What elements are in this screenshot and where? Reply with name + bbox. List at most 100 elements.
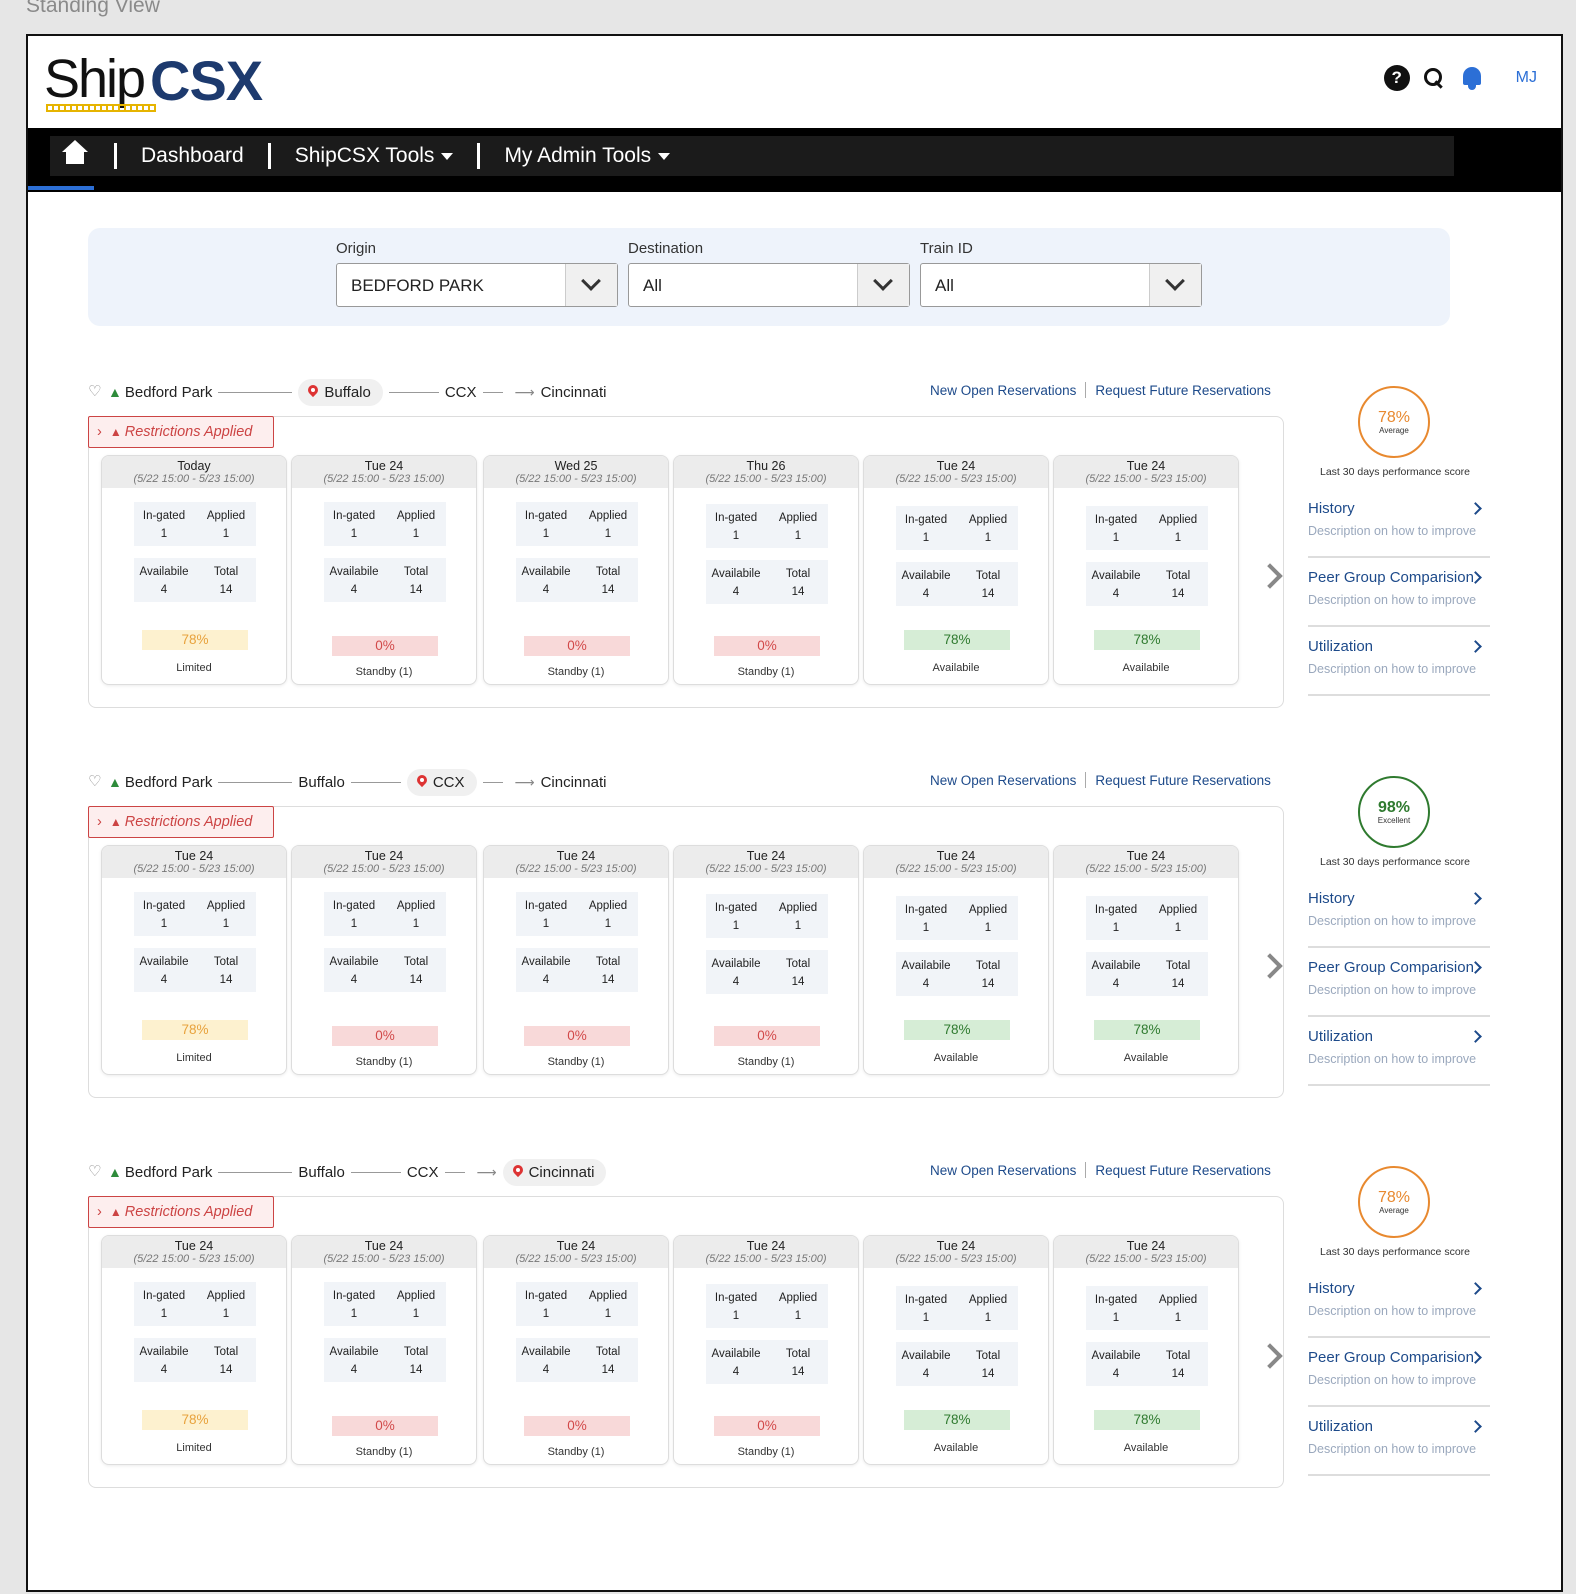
- chevron-right-icon[interactable]: [1257, 953, 1283, 979]
- route-stop[interactable]: Cincinnati: [540, 773, 607, 791]
- restrictions-applied-toggle[interactable]: › ▲ Restrictions Applied: [88, 806, 274, 838]
- performance-score-value: 78%: [1377, 408, 1411, 426]
- in-gated-value: 1: [350, 1308, 358, 1320]
- capacity-day-card[interactable]: Tue 24 (5/22 15:00 - 5/23 15:00) In-gated A…: [673, 1235, 859, 1465]
- new-open-reservations-link[interactable]: New Open Reservations: [930, 1163, 1076, 1178]
- destination-select[interactable]: All: [628, 263, 910, 307]
- history-link[interactable]: History Description on how to improve: [1308, 1280, 1490, 1338]
- available-label: Availabile: [521, 956, 571, 968]
- in-gated-value: 1: [160, 918, 168, 930]
- nav-dashboard[interactable]: Dashboard: [141, 144, 244, 168]
- route-stop[interactable]: Buffalo: [298, 1163, 345, 1181]
- peer-group-link[interactable]: Peer Group Comparision Description on how…: [1308, 569, 1490, 627]
- request-future-reservations-link[interactable]: Request Future Reservations: [1095, 772, 1271, 788]
- nav-my-admin-tools[interactable]: My Admin Tools: [504, 144, 671, 168]
- total-label: Total: [975, 960, 1001, 972]
- restrictions-applied-toggle[interactable]: › ▲ Restrictions Applied: [88, 1196, 274, 1228]
- capacity-day-card[interactable]: Today (5/22 15:00 - 5/23 15:00) In-gated Ap…: [101, 455, 287, 685]
- origin-dropdown-button[interactable]: [565, 264, 617, 306]
- train-id-select[interactable]: All: [920, 263, 1202, 307]
- capacity-day-card[interactable]: Tue 24 (5/22 15:00 - 5/23 15:00) In-gated A…: [101, 845, 287, 1075]
- route-stop[interactable]: Bedford Park: [124, 773, 213, 791]
- route-stop-active[interactable]: Buffalo: [298, 378, 383, 406]
- route-stop-active[interactable]: Cincinnati: [502, 1158, 607, 1186]
- route-stop[interactable]: CCX: [444, 383, 477, 401]
- history-link[interactable]: History Description on how to improve: [1308, 500, 1490, 558]
- route-stop[interactable]: CCX: [406, 1163, 439, 1181]
- peer-group-title: Peer Group Comparision: [1308, 959, 1474, 976]
- restrictions-applied-toggle[interactable]: › ▲ Restrictions Applied: [88, 416, 274, 448]
- route-stop[interactable]: Bedford Park: [124, 1163, 213, 1181]
- home-icon[interactable]: [54, 136, 94, 176]
- new-open-reservations-link[interactable]: New Open Reservations: [930, 773, 1076, 788]
- utilization-link[interactable]: Utilization Description on how to improve: [1308, 1028, 1490, 1086]
- capacity-day-card[interactable]: Tue 24 (5/22 15:00 - 5/23 15:00) In-gated A…: [863, 1235, 1049, 1465]
- capacity-day-card[interactable]: Tue 24 (5/22 15:00 - 5/23 15:00) In-gated A…: [291, 1235, 477, 1465]
- new-open-reservations-link[interactable]: New Open Reservations: [930, 383, 1076, 398]
- capacity-day-card[interactable]: Tue 24 (5/22 15:00 - 5/23 15:00) In-gated A…: [101, 1235, 287, 1465]
- chevron-right-icon: [1469, 1282, 1482, 1295]
- nav-shipcsx-tools[interactable]: ShipCSX Tools: [295, 144, 454, 168]
- help-icon[interactable]: ?: [1383, 65, 1410, 91]
- capacity-day-card[interactable]: Wed 25 (5/22 15:00 - 5/23 15:00) In-gated A…: [483, 455, 669, 685]
- train-id-dropdown-button[interactable]: [1149, 264, 1201, 306]
- available-total-stats: Availabile Total 4 14: [516, 1338, 638, 1382]
- card-header: Tue 24 (5/22 15:00 - 5/23 15:00): [484, 846, 668, 878]
- favorite-heart-icon[interactable]: ♡: [88, 383, 102, 400]
- capacity-day-card[interactable]: Tue 24 (5/22 15:00 - 5/23 15:00) In-gated A…: [1053, 1235, 1239, 1465]
- peer-group-link[interactable]: Peer Group Comparision Description on how…: [1308, 959, 1490, 1017]
- applied-label: Applied: [968, 904, 1008, 916]
- available-label: Availabile: [329, 1346, 379, 1358]
- route-stop[interactable]: Buffalo: [298, 773, 345, 791]
- user-avatar[interactable]: MJ: [1515, 69, 1537, 86]
- available-value: 4: [542, 974, 550, 986]
- destination-dropdown-button[interactable]: [857, 264, 909, 306]
- route-stop-active[interactable]: CCX: [406, 768, 477, 796]
- favorite-heart-icon[interactable]: ♡: [88, 1163, 102, 1180]
- notification-bell-icon[interactable]: [1458, 64, 1486, 92]
- card-header: Tue 24 (5/22 15:00 - 5/23 15:00): [292, 456, 476, 488]
- route-stop[interactable]: Bedford Park: [124, 383, 213, 401]
- capacity-day-card[interactable]: Tue 24 (5/22 15:00 - 5/23 15:00) In-gated A…: [673, 845, 859, 1075]
- card-header: Wed 25 (5/22 15:00 - 5/23 15:00): [484, 456, 668, 488]
- peer-group-link[interactable]: Peer Group Comparision Description on how…: [1308, 1349, 1490, 1407]
- route-stop[interactable]: Cincinnati: [540, 383, 607, 401]
- total-label: Total: [975, 570, 1001, 582]
- capacity-day-card[interactable]: Tue 24 (5/22 15:00 - 5/23 15:00) In-gated A…: [483, 845, 669, 1075]
- train-id-label: Train ID: [920, 240, 973, 257]
- card-day: Tue 24: [556, 849, 596, 863]
- capacity-status: Limited: [176, 1052, 212, 1064]
- route-stop-label: Buffalo: [324, 383, 371, 401]
- capacity-percent: 0%: [524, 1416, 630, 1436]
- origin-select[interactable]: BEDFORD PARK: [336, 263, 618, 307]
- request-future-reservations-link[interactable]: Request Future Reservations: [1095, 1162, 1271, 1178]
- utilization-link[interactable]: Utilization Description on how to improve: [1308, 638, 1490, 696]
- capacity-day-card[interactable]: Tue 24 (5/22 15:00 - 5/23 15:00) In-gated A…: [863, 455, 1049, 685]
- capacity-day-card[interactable]: Thu 26 (5/22 15:00 - 5/23 15:00) In-gated A…: [673, 455, 859, 685]
- performance-panel: 78% Average Last 30 days performance score…: [1300, 1156, 1500, 1486]
- capacity-day-card[interactable]: Tue 24 (5/22 15:00 - 5/23 15:00) In-gated A…: [863, 845, 1049, 1075]
- total-value: 14: [791, 586, 805, 598]
- chevron-down-icon: [873, 271, 893, 291]
- search-icon[interactable]: [1422, 66, 1446, 90]
- applied-value: 1: [222, 528, 230, 540]
- chevron-right-icon[interactable]: [1257, 1343, 1283, 1369]
- capacity-day-card[interactable]: Tue 24 (5/22 15:00 - 5/23 15:00) In-gated A…: [291, 455, 477, 685]
- capacity-day-card[interactable]: Tue 24 (5/22 15:00 - 5/23 15:00) In-gated A…: [291, 845, 477, 1075]
- capacity-day-card[interactable]: Tue 24 (5/22 15:00 - 5/23 15:00) In-gated A…: [1053, 455, 1239, 685]
- shipcsx-logo[interactable]: Ship CSX: [44, 48, 274, 112]
- history-link[interactable]: History Description on how to improve: [1308, 890, 1490, 948]
- card-time-range: (5/22 15:00 - 5/23 15:00): [133, 1253, 255, 1265]
- in-gated-label: In-gated: [714, 512, 758, 524]
- capacity-status: Available: [1123, 1442, 1169, 1454]
- in-gated-value: 1: [542, 1308, 550, 1320]
- location-pin-icon: [513, 1165, 523, 1179]
- favorite-heart-icon[interactable]: ♡: [88, 773, 102, 790]
- request-future-reservations-link[interactable]: Request Future Reservations: [1095, 382, 1271, 398]
- capacity-day-card[interactable]: Tue 24 (5/22 15:00 - 5/23 15:00) In-gated A…: [1053, 845, 1239, 1075]
- in-gated-value: 1: [1112, 532, 1120, 544]
- chevron-right-icon[interactable]: [1257, 563, 1283, 589]
- nav-divider: [477, 143, 481, 169]
- capacity-day-card[interactable]: Tue 24 (5/22 15:00 - 5/23 15:00) In-gated A…: [483, 1235, 669, 1465]
- utilization-link[interactable]: Utilization Description on how to improve: [1308, 1418, 1490, 1476]
